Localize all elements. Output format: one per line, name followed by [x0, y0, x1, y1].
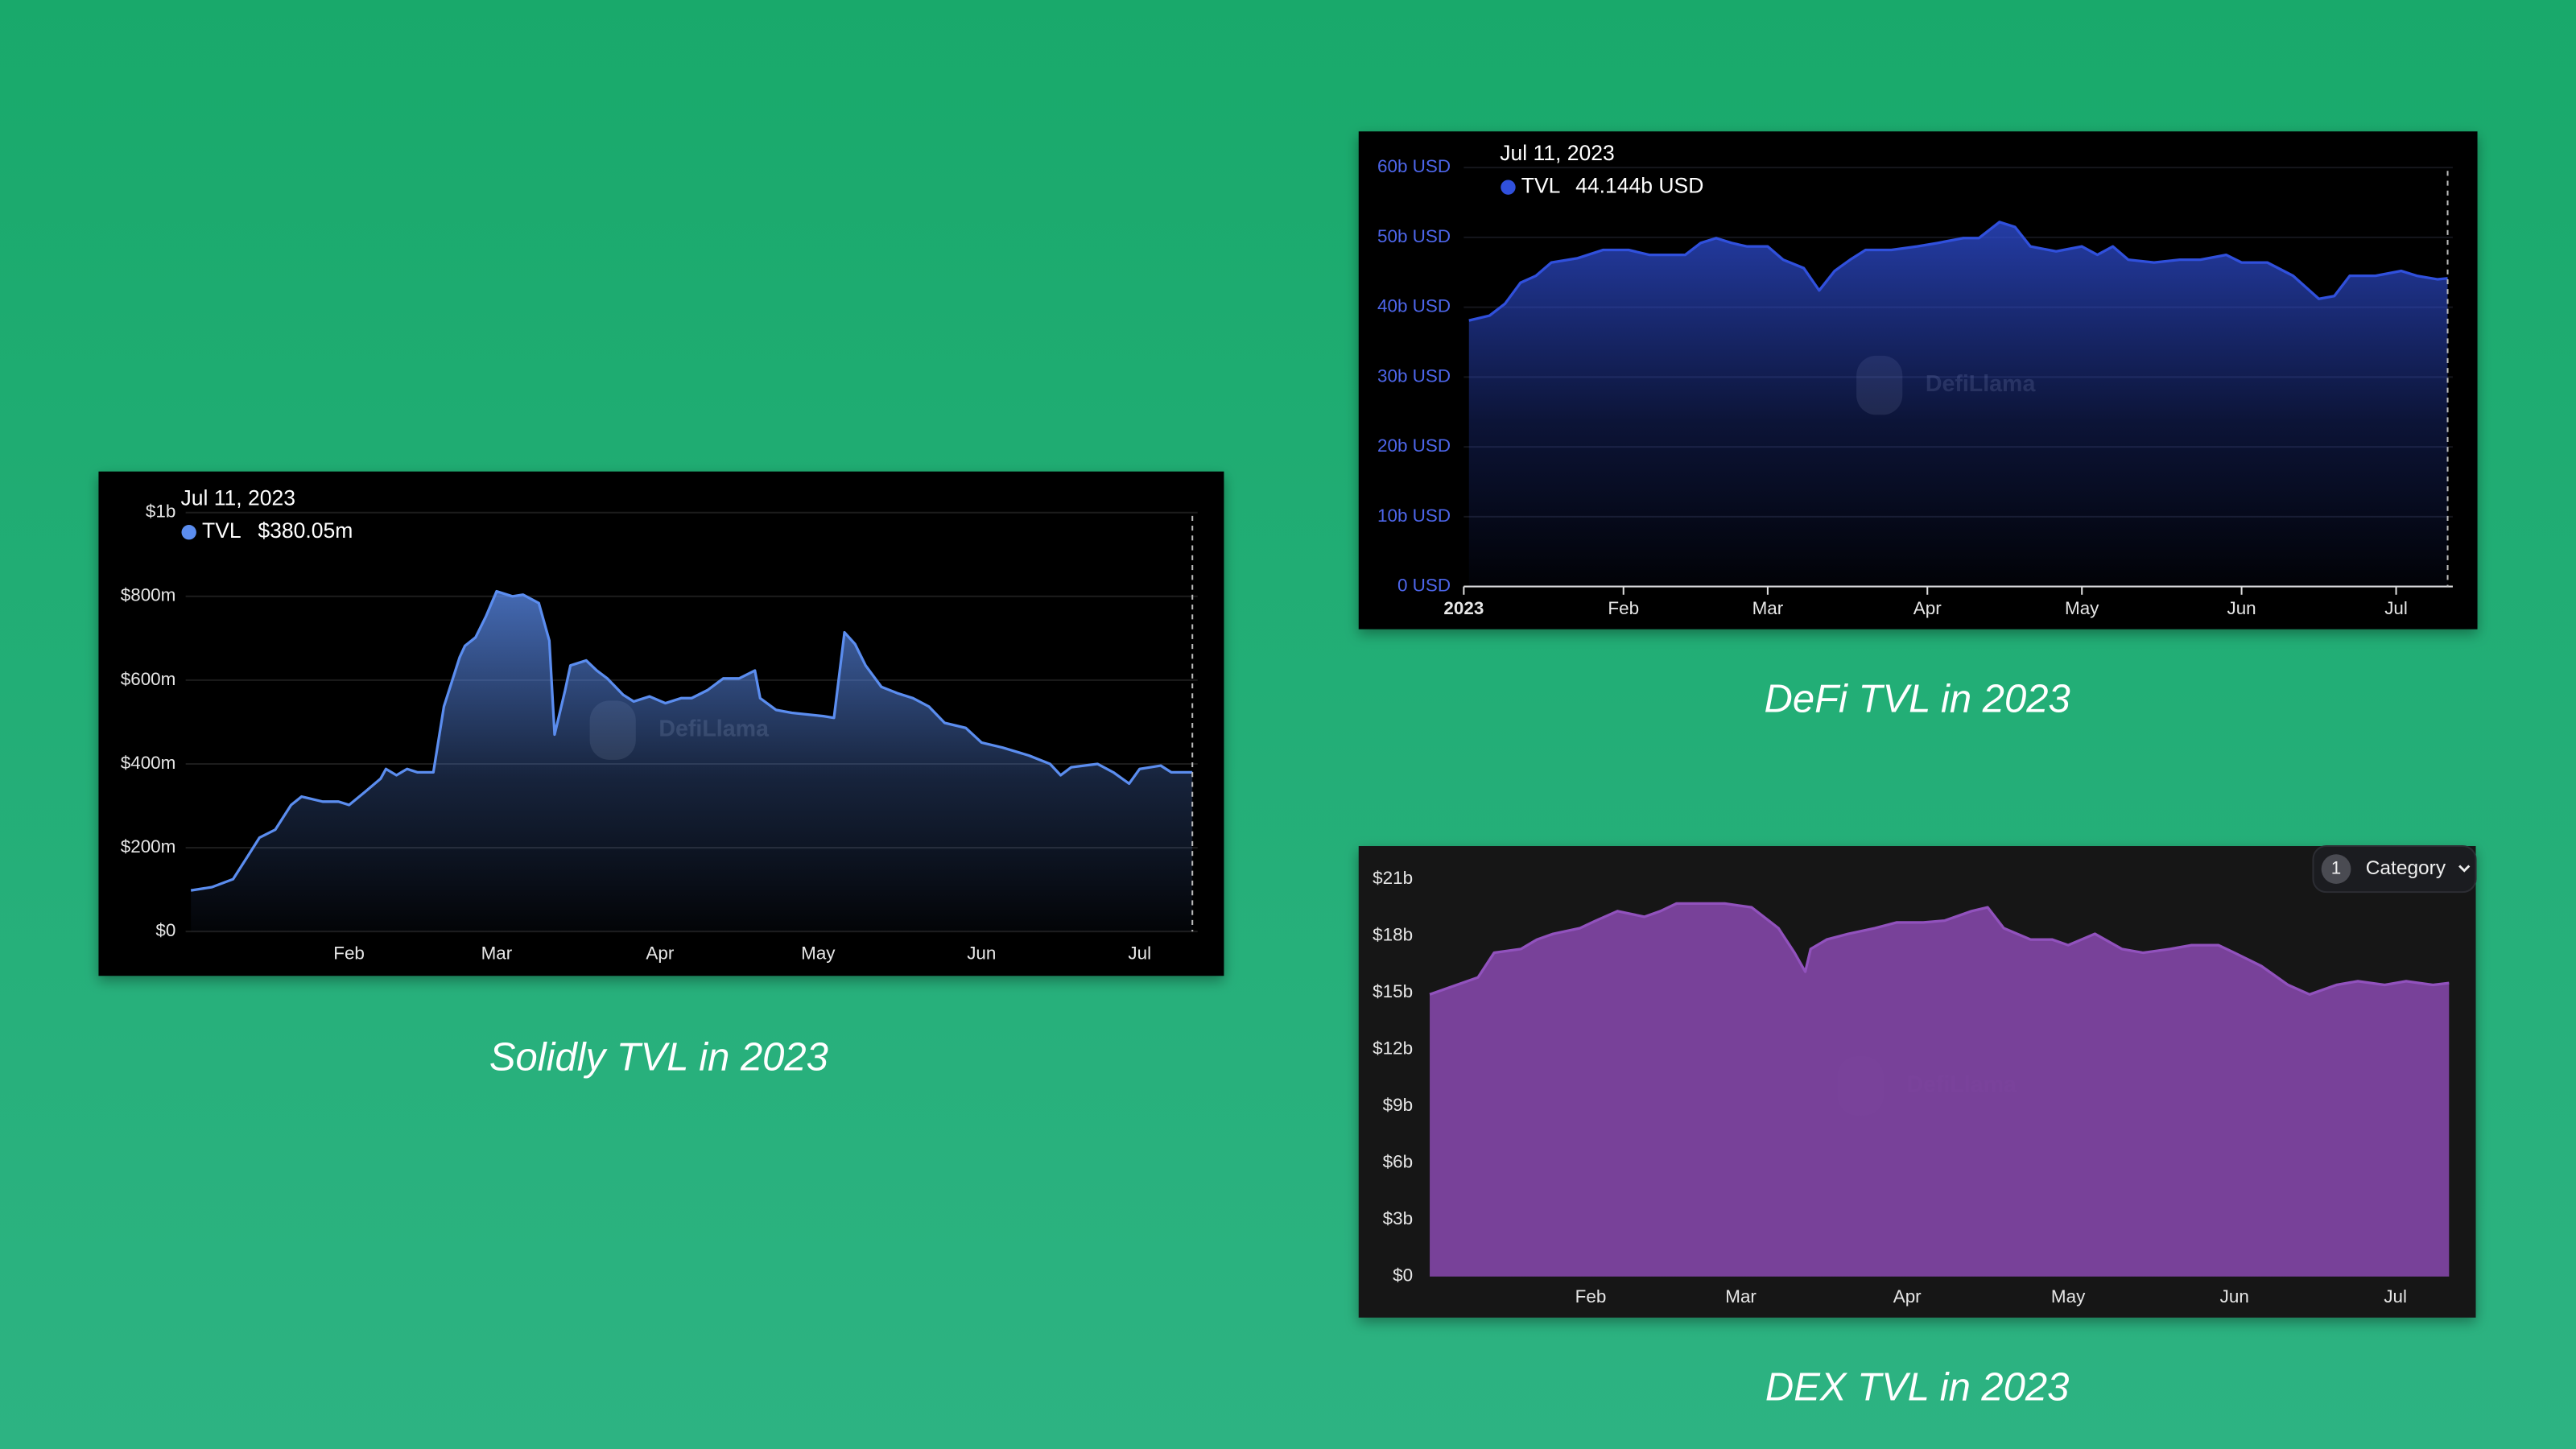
- y-tick-label: $12b: [1373, 1038, 1413, 1058]
- x-tick-label: Apr: [1893, 1286, 1922, 1307]
- y-tick-label: $21b: [1373, 868, 1413, 888]
- x-tick-label: Jun: [2227, 598, 2256, 618]
- x-tick-label: Mar: [1752, 598, 1784, 618]
- area-line: [190, 589, 1193, 892]
- y-tick-label: $6b: [1383, 1152, 1413, 1172]
- chart-caption: DeFi TVL in 2023: [1765, 677, 2070, 720]
- y-tick-label: 40b USD: [1377, 296, 1451, 316]
- tooltip-value: $380.05m: [258, 518, 353, 543]
- y-tick-label: 30b USD: [1377, 365, 1451, 386]
- y-tick-label: $0: [1393, 1265, 1413, 1286]
- chart-caption: Solidly TVL in 2023: [489, 1035, 828, 1079]
- area-fill: [1468, 221, 2448, 587]
- area-line: [1468, 221, 2448, 322]
- tooltip-value: 44.144b USD: [1575, 174, 1703, 198]
- x-tick-label: Feb: [1575, 1286, 1607, 1307]
- y-tick-label: 60b USD: [1377, 156, 1451, 176]
- y-tick-label: $1b: [146, 502, 175, 522]
- x-tick-label: Jul: [2384, 1286, 2407, 1307]
- x-tick-label: Mar: [481, 943, 513, 964]
- x-tick-label: Apr: [646, 943, 674, 964]
- category-count-badge: [2321, 854, 2351, 884]
- y-tick-label: 50b USD: [1377, 226, 1451, 246]
- y-tick-label: 0 USD: [1397, 575, 1451, 595]
- area-fill: [1430, 903, 2450, 1277]
- tooltip-date: Jul 11, 2023: [1500, 141, 1615, 165]
- tooltip-date: Jul 11, 2023: [180, 485, 295, 510]
- y-tick-label: $3b: [1383, 1208, 1413, 1228]
- x-tick-label: May: [2051, 1286, 2086, 1307]
- y-tick-label: 10b USD: [1377, 506, 1451, 526]
- x-tick-label: May: [2065, 598, 2099, 618]
- y-tick-label: $400m: [121, 753, 176, 773]
- y-tick-label: $18b: [1373, 924, 1413, 944]
- x-tick-label: Feb: [333, 943, 365, 964]
- category-button[interactable]: [2312, 845, 2477, 894]
- legend-label: TVL: [1521, 174, 1561, 198]
- x-tick-label: Jun: [967, 943, 996, 964]
- category-count: 1: [2331, 858, 2341, 878]
- legend-marker: [181, 525, 196, 540]
- y-tick-label: $15b: [1373, 981, 1413, 1001]
- y-tick-label: $0: [155, 920, 175, 940]
- y-tick-label: $200m: [121, 836, 176, 857]
- area-line: [1429, 902, 2450, 996]
- legend-marker: [1501, 180, 1516, 195]
- x-tick-label: Feb: [1608, 598, 1639, 618]
- y-tick-label: $800m: [121, 585, 176, 605]
- y-tick-label: $600m: [121, 669, 176, 689]
- x-tick-label: May: [801, 943, 836, 964]
- x-tick-label: Mar: [1725, 1286, 1757, 1307]
- y-tick-label: $9b: [1383, 1095, 1413, 1115]
- legend-label: TVL: [202, 518, 242, 543]
- chart-caption: DEX TVL in 2023: [1765, 1365, 2069, 1409]
- chevron: [2458, 865, 2471, 873]
- x-tick-label: Jun: [2220, 1286, 2249, 1307]
- category-label: Category: [2366, 857, 2446, 879]
- area-fill: [191, 591, 1193, 932]
- x-tick-label: 2023: [1443, 598, 1484, 618]
- x-tick-label: Jul: [2384, 598, 2408, 618]
- x-tick-label: Jul: [1128, 943, 1151, 964]
- y-tick-label: 20b USD: [1377, 436, 1451, 456]
- x-tick-label: Apr: [1913, 598, 1942, 618]
